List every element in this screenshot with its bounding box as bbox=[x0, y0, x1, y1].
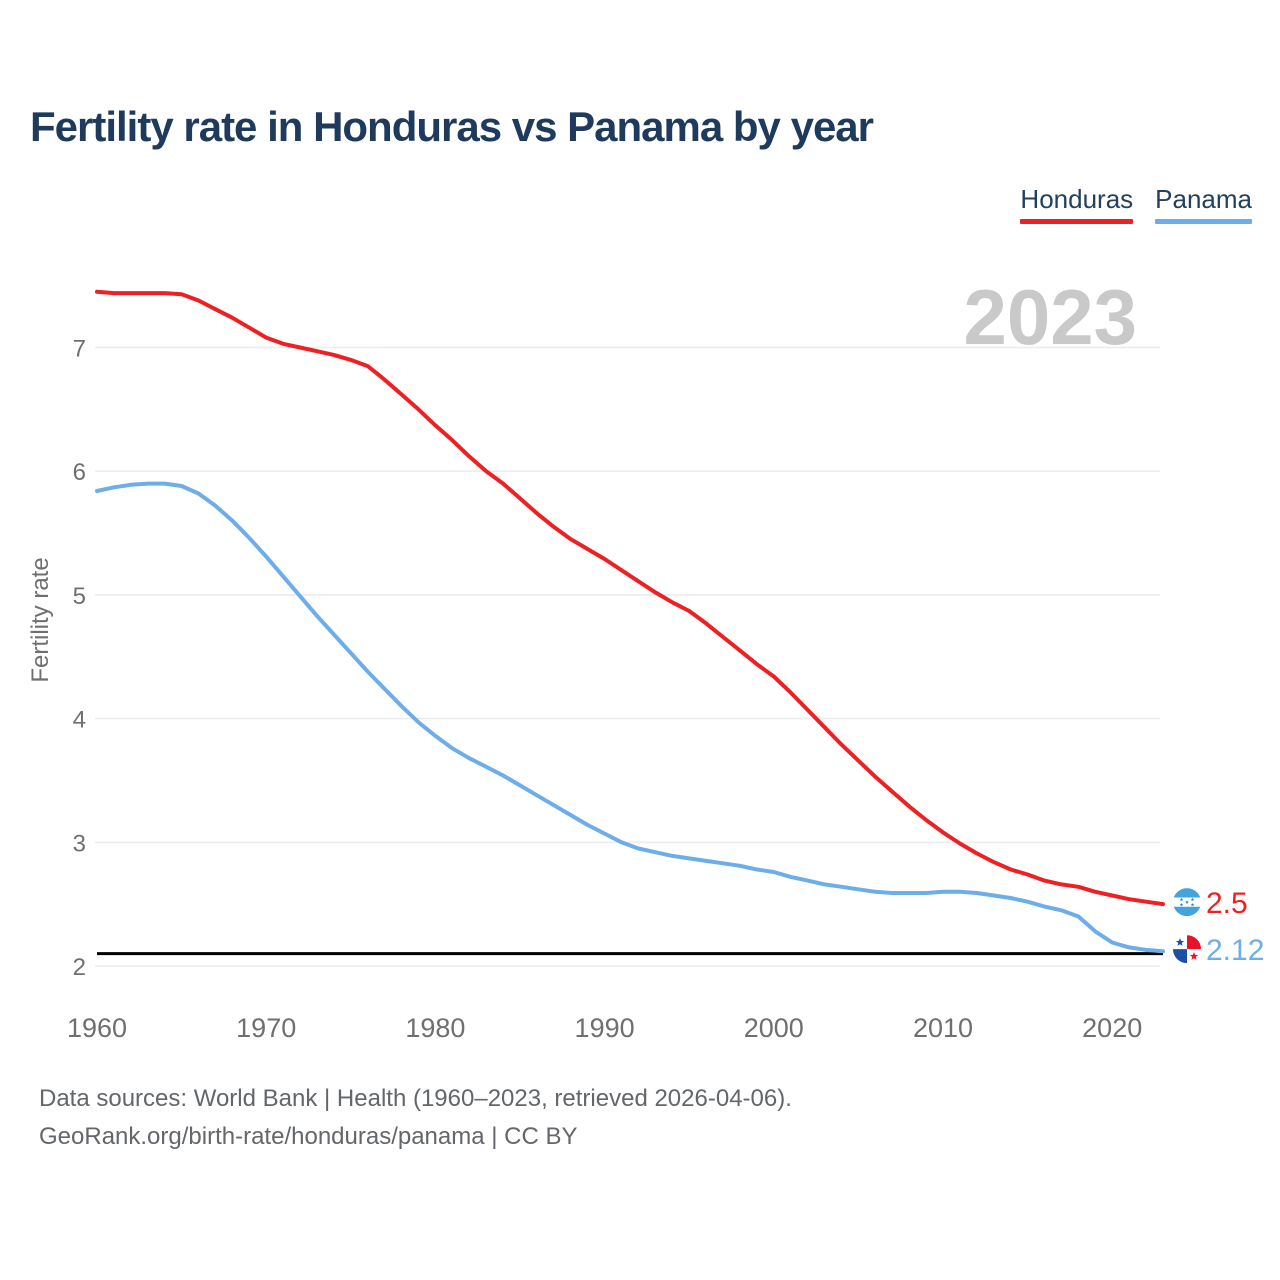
end-value-label-honduras: 2.5 bbox=[1206, 887, 1248, 920]
end-value-label-panama: 2.12 bbox=[1206, 934, 1264, 967]
legend: Honduras Panama bbox=[1020, 184, 1252, 224]
y-axis-title: Fertility rate bbox=[27, 557, 54, 682]
legend-swatch-honduras bbox=[1020, 219, 1134, 224]
legend-label: Panama bbox=[1155, 184, 1252, 214]
x-tick-label: 2020 bbox=[1082, 1013, 1142, 1043]
legend-item-honduras[interactable]: Honduras bbox=[1020, 184, 1134, 224]
x-tick-label: 1990 bbox=[575, 1013, 635, 1043]
y-tick-label: 7 bbox=[73, 336, 86, 363]
series-line-panama bbox=[95, 481, 1165, 954]
fertility-line-chart: 2023 Fertility rate 2 3 4 5 6 7 1960 1970 1980 19… bbox=[27, 273, 1264, 1043]
series-line-honduras bbox=[95, 289, 1165, 907]
y-tick-label: 2 bbox=[73, 954, 86, 981]
honduras-flag-icon bbox=[1173, 888, 1201, 917]
y-tick-label: 3 bbox=[73, 830, 86, 857]
x-tick-label: 1970 bbox=[236, 1013, 296, 1043]
chart-title: Fertility rate in Honduras vs Panama by … bbox=[30, 103, 874, 150]
x-tick-label: 1980 bbox=[405, 1013, 465, 1043]
year-watermark: 2023 bbox=[963, 273, 1137, 361]
x-tick-label: 2010 bbox=[913, 1013, 973, 1043]
y-tick-label: 6 bbox=[73, 459, 86, 486]
legend-label: Honduras bbox=[1020, 184, 1134, 214]
attribution-line: GeoRank.org/birth-rate/honduras/panama |… bbox=[39, 1123, 578, 1150]
legend-swatch-panama bbox=[1155, 219, 1252, 224]
legend-item-panama[interactable]: Panama bbox=[1155, 184, 1252, 224]
chart-area: 2023 Fertility rate 2 3 4 5 6 7 1960 1970 1980 19… bbox=[0, 230, 1280, 1060]
y-tick-label: 4 bbox=[73, 707, 86, 734]
footer: Data sources: World Bank | Health (1960–… bbox=[39, 1080, 792, 1156]
data-source-line: Data sources: World Bank | Health (1960–… bbox=[39, 1085, 792, 1112]
x-tick-label: 2000 bbox=[744, 1013, 804, 1043]
x-tick-label: 1960 bbox=[67, 1013, 127, 1043]
y-tick-label: 5 bbox=[73, 583, 86, 610]
panama-flag-icon bbox=[1173, 935, 1201, 964]
